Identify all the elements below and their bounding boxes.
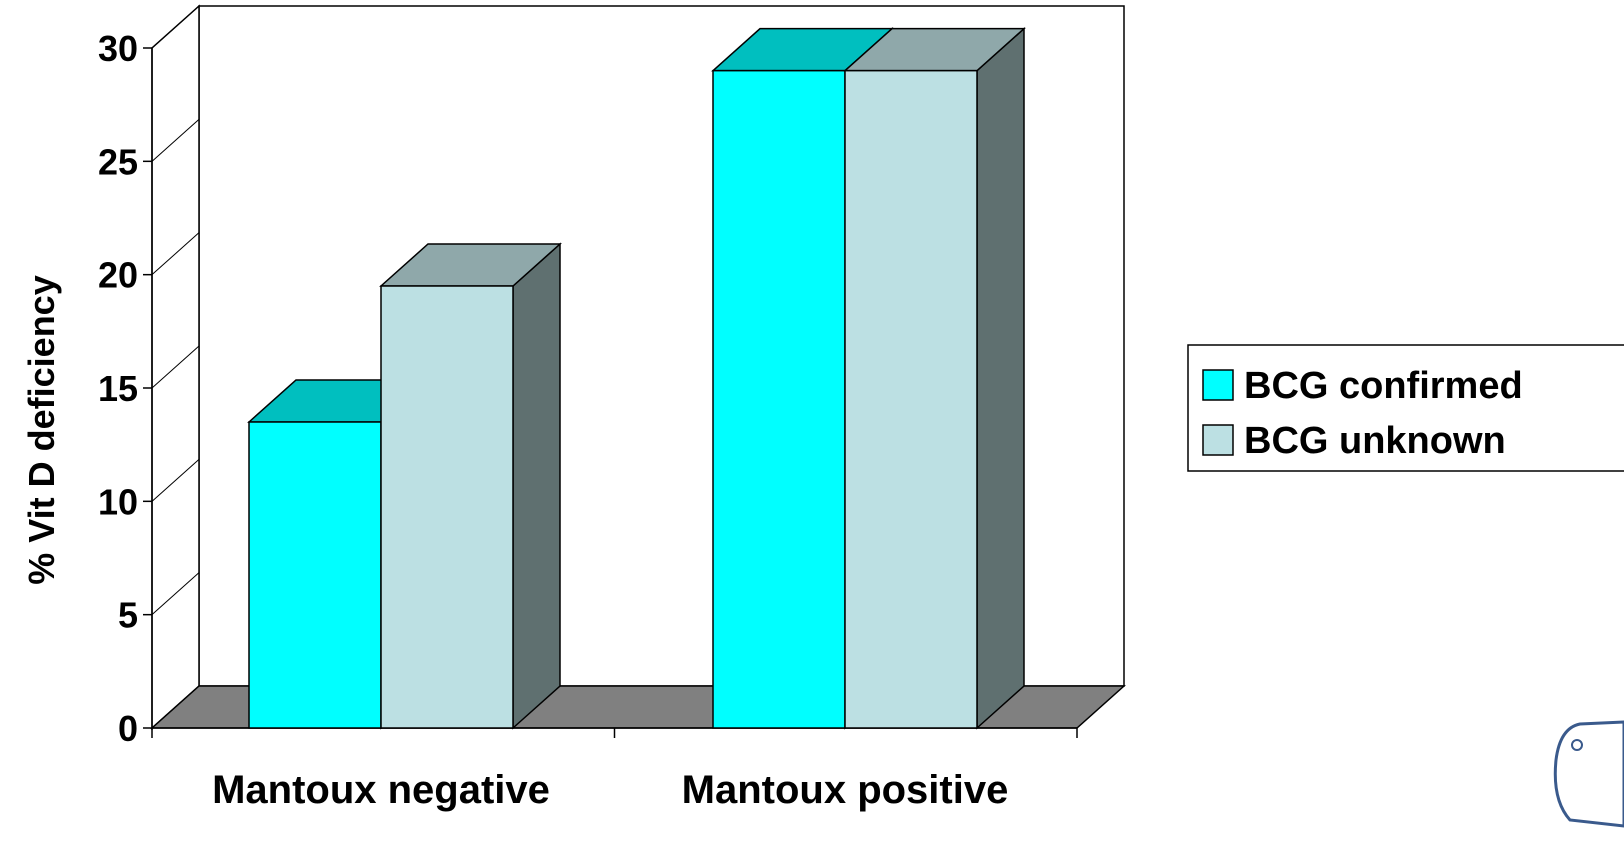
bar [712,69,846,729]
bar-side-face [976,26,1025,730]
y-tick-depth [151,118,200,162]
legend [1187,344,1624,472]
bar [248,421,382,729]
legend-swatch [1202,369,1234,401]
y-tick-label: 25 [98,141,138,182]
legend-label: BCG confirmed [1244,365,1523,407]
legend-swatch [1202,424,1234,456]
y-tick-depth [151,345,200,389]
y-tick-depth [151,458,200,502]
y-tick-depth [151,685,200,729]
y-tick-label: 20 [98,255,138,296]
y-tick-label: 10 [98,481,138,522]
bar [844,69,978,729]
y-tick-label: 30 [98,28,138,69]
y-tick-depth [151,232,200,276]
legend-label: BCG unknown [1244,420,1506,462]
logo-fragment-icon [1553,720,1624,828]
x-category-label: Mantoux positive [682,768,1009,812]
y-tick-label: 5 [118,595,138,636]
y-tick-depth [151,5,200,49]
logo-detail-icon [1571,739,1583,751]
x-category-label: Mantoux negative [212,768,550,812]
y-tick-depth [151,572,200,616]
bar-side-face [512,242,561,730]
y-tick-label: 0 [118,708,138,749]
y-tick-label: 15 [98,368,138,409]
bar [380,285,514,729]
y-axis-title: % Vit D deficiency [21,275,62,584]
